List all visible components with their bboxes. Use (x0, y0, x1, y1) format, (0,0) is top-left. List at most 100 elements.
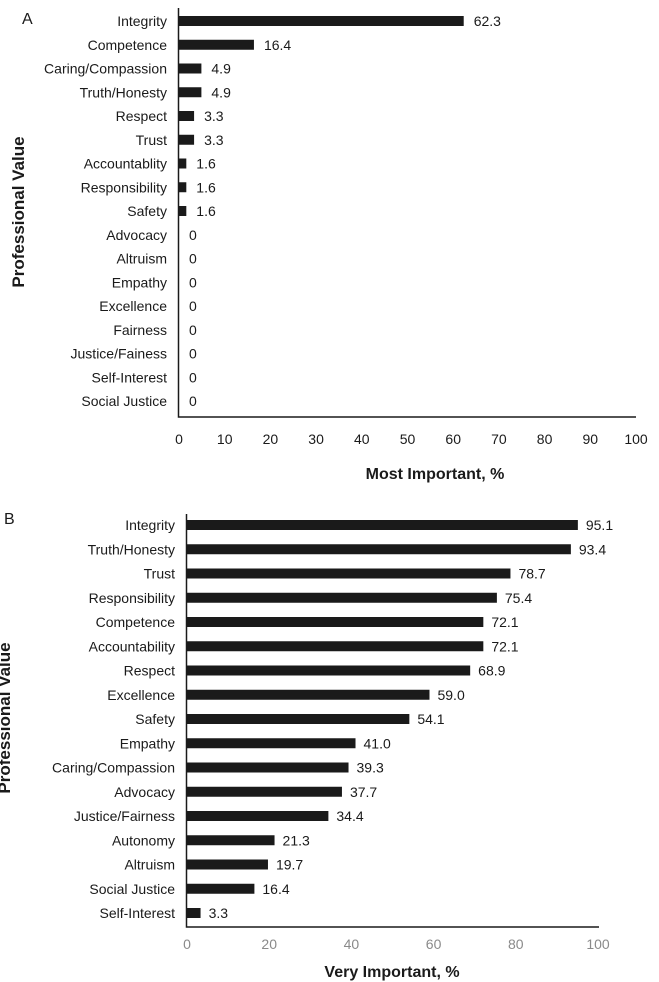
panel-b-x-axis-label: Very Important, % (324, 964, 459, 981)
panel-a-value-label-1: 16.4 (264, 37, 291, 53)
panel-a-value-label-0: 62.3 (474, 13, 501, 29)
panel-a-value-label-5: 3.3 (204, 132, 224, 148)
panel-b-value-label-3: 75.4 (505, 590, 532, 606)
panel-b-value-label-8: 54.1 (417, 711, 444, 727)
panel-b-value-label-12: 34.4 (336, 808, 363, 824)
panel-a-x-tick-label-5: 50 (400, 431, 416, 447)
panel-b-category-label-12: Justice/Fairness (74, 808, 175, 824)
panel-b-bar-3 (187, 592, 497, 603)
chart-panel-a: A Professional Value Most Important, % I… (9, 8, 648, 483)
panel-b-bar-7 (187, 689, 430, 700)
panel-a-value-label-15: 0 (189, 369, 197, 385)
panel-a-category-label-8: Safety (127, 203, 167, 219)
panel-a-x-tick-label-4: 40 (354, 431, 370, 447)
panel-b-bar-9 (187, 738, 356, 749)
panel-b-bar-14 (187, 859, 268, 870)
panel-a-value-label-10: 0 (189, 251, 197, 267)
panel-b-category-label-0: Integrity (125, 517, 175, 533)
panel-a-category-label-12: Excellence (99, 298, 167, 314)
panel-b-value-label-14: 19.7 (276, 857, 303, 873)
panel-a-category-label-4: Respect (116, 108, 167, 124)
panel-b-x-tick-label-1: 20 (261, 936, 277, 952)
panel-b-category-label-6: Respect (124, 663, 175, 679)
panel-a-bar-4 (179, 111, 195, 121)
panel-a-category-label-13: Fairness (113, 322, 167, 338)
panel-b-value-label-13: 21.3 (283, 832, 310, 848)
panel-b-value-label-0: 95.1 (586, 517, 613, 533)
panel-a-x-tick-label-6: 60 (445, 431, 461, 447)
panel-a-bar-5 (179, 134, 195, 145)
panel-b-category-label-9: Empathy (120, 735, 175, 751)
panel-b-category-label-3: Responsibility (89, 590, 175, 606)
panel-b-x-tick-label-3: 60 (426, 936, 442, 952)
panel-b-bar-8 (187, 714, 410, 724)
panel-b-category-label-5: Accountability (89, 638, 175, 654)
panel-b-category-label-8: Safety (135, 711, 175, 727)
panel-b-category-label-7: Excellence (107, 687, 175, 703)
panel-b-value-label-4: 72.1 (491, 614, 518, 630)
panel-b-category-label-10: Caring/Compassion (52, 760, 175, 776)
panel-b-bar-12 (187, 811, 329, 821)
panel-b-y-axis-label: Professional Value (0, 642, 14, 793)
panel-a-x-tick-label-10: 100 (624, 431, 648, 447)
panel-a-value-label-8: 1.6 (196, 203, 216, 219)
panel-b-value-label-16: 3.3 (209, 905, 229, 921)
panel-a-axes (177, 8, 636, 418)
panel-b-bar-15 (187, 883, 255, 894)
panel-a-category-label-6: Accountablity (84, 156, 167, 172)
panel-b-x-tick-label-4: 80 (508, 936, 524, 952)
panel-b-x-tick-label-5: 100 (586, 936, 610, 952)
panel-b-value-label-10: 39.3 (357, 760, 384, 776)
panel-b-category-label-11: Advocacy (114, 784, 175, 800)
panel-a-letter: A (22, 11, 33, 28)
panel-a-value-label-4: 3.3 (204, 108, 224, 124)
panel-b-bar-6 (187, 665, 471, 676)
panel-b-value-label-1: 93.4 (579, 541, 606, 557)
panel-a-x-tick-label-3: 30 (308, 431, 324, 447)
panel-a-bar-8 (179, 206, 187, 216)
panel-a-value-label-7: 1.6 (196, 179, 216, 195)
panel-b-bar-4 (187, 617, 484, 627)
panel-a-value-label-14: 0 (189, 346, 197, 362)
panel-b-bar-0 (187, 520, 578, 530)
panel-b-value-label-15: 16.4 (262, 881, 289, 897)
panel-b-bar-10 (187, 762, 349, 773)
panel-a-x-tick-label-9: 90 (583, 431, 599, 447)
panel-a-category-label-11: Empathy (112, 274, 167, 290)
panel-a-category-label-7: Responsibility (81, 179, 167, 195)
panel-a-category-label-15: Self-Interest (92, 369, 168, 385)
panel-a-bar-2 (179, 63, 202, 74)
panel-a-bar-3 (179, 87, 202, 98)
panel-a-y-axis-label: Professional Value (9, 136, 28, 287)
panel-a-category-label-2: Caring/Compassion (44, 61, 167, 77)
panel-b-category-label-4: Competence (96, 614, 176, 630)
panel-b-category-label-1: Truth/Honesty (88, 541, 175, 557)
panel-a-bar-6 (179, 158, 187, 169)
panel-b-category-label-2: Trust (144, 566, 175, 582)
panel-b-value-label-7: 59.0 (437, 687, 464, 703)
panel-a-category-label-1: Competence (88, 37, 168, 53)
panel-a-category-label-9: Advocacy (106, 227, 167, 243)
panel-b-x-tick-label-0: 0 (183, 936, 191, 952)
panel-a-value-label-11: 0 (189, 274, 197, 290)
panel-a-x-tick-label-2: 20 (263, 431, 279, 447)
panel-b-bar-2 (187, 568, 511, 579)
panel-a-category-label-5: Trust (136, 132, 167, 148)
panel-a-bar-7 (179, 182, 187, 193)
panel-a-x-tick-label-1: 10 (217, 431, 233, 447)
panel-a-value-label-2: 4.9 (211, 61, 231, 77)
panel-a-value-label-12: 0 (189, 298, 197, 314)
panel-b-category-label-13: Autonomy (112, 832, 175, 848)
panel-b-value-label-11: 37.7 (350, 784, 377, 800)
panel-a-x-tick-label-0: 0 (175, 431, 183, 447)
panel-a-x-tick-label-8: 80 (537, 431, 553, 447)
panel-a-category-label-0: Integrity (117, 13, 167, 29)
panel-b-letter: B (4, 511, 15, 528)
panel-b-axes (185, 514, 599, 928)
panel-b-x-tick-label-2: 40 (344, 936, 360, 952)
panel-a-value-label-13: 0 (189, 322, 197, 338)
panel-b-value-label-6: 68.9 (478, 663, 505, 679)
chart-panel-b: B Professional Value Very Important, % I… (0, 511, 613, 981)
panel-a-value-label-3: 4.9 (211, 84, 231, 100)
